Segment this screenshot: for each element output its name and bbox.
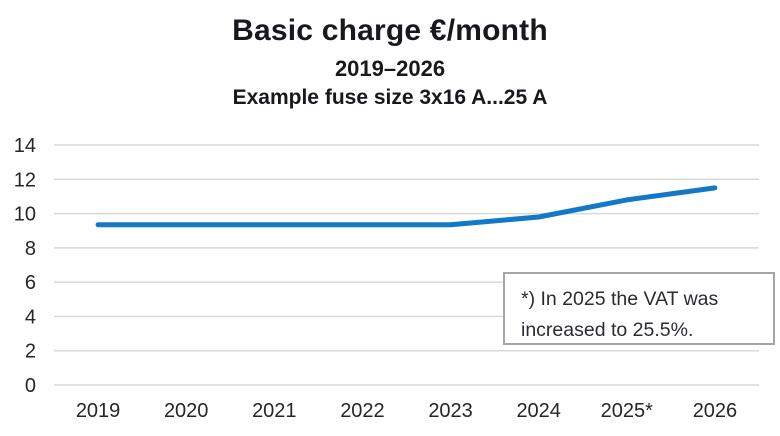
x-axis-tick-label: 2019: [76, 400, 121, 422]
vat-annotation-line-2: increased to 25.5%.: [521, 319, 694, 341]
y-axis-tick-label: 14: [14, 135, 36, 157]
y-axis-tick-label: 0: [25, 375, 36, 397]
y-axis-tick-label: 4: [25, 306, 36, 328]
x-axis-tick-label: 2023: [428, 400, 473, 422]
x-axis-tick-label: 2021: [252, 400, 297, 422]
y-axis-tick-label: 8: [25, 238, 36, 260]
x-axis-tick-label: 2024: [516, 400, 561, 422]
x-axis-tick-label: 2025*: [601, 400, 653, 422]
chart-subtitle-fuse-size: Example fuse size 3x16 A...25 A: [232, 86, 548, 109]
chart-subtitle-years: 2019–2026: [334, 56, 446, 81]
chart-title: Basic charge €/month: [232, 14, 548, 47]
y-axis-tick-label: 6: [25, 272, 36, 294]
vat-annotation-box: *) In 2025 the VAT was increased to 25.5…: [503, 272, 775, 345]
y-axis-tick-label: 2: [25, 341, 36, 363]
y-axis-tick-label: 12: [14, 169, 36, 191]
x-axis-tick-label: 2026: [693, 400, 738, 422]
y-axis-tick-label: 10: [14, 204, 36, 226]
x-axis-tick-label: 2020: [164, 400, 209, 422]
x-axis-tick-label: 2022: [340, 400, 385, 422]
vat-annotation-line-1: *) In 2025 the VAT was: [521, 288, 719, 310]
basic-charge-line-series: [95, 185, 718, 228]
